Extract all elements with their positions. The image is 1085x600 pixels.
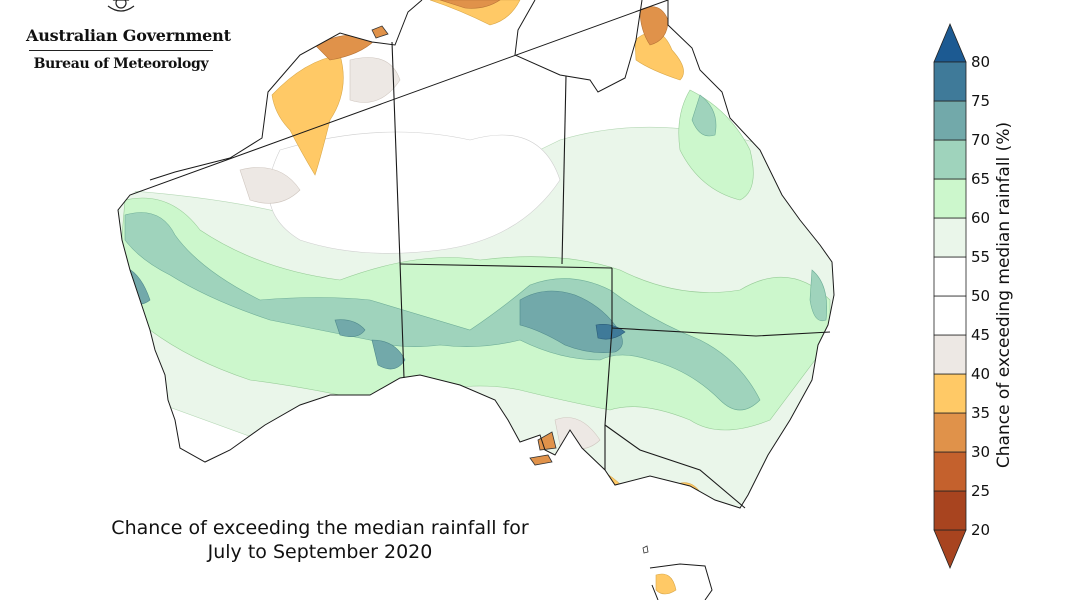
map-title-line1: Chance of exceeding the median rainfall …: [111, 517, 529, 539]
legend-tick-label: 30: [971, 443, 990, 461]
legend-bin: [933, 139, 967, 180]
legend-tick-label: 60: [971, 209, 990, 227]
australian-government-label: Australian Government: [26, 26, 231, 45]
legend-bin: [933, 256, 967, 297]
legend-bin: [933, 178, 967, 219]
border-wa: [391, 41, 405, 379]
map-fill-layer: [118, 0, 834, 600]
zone-45-55-north: [268, 131, 561, 254]
border-qld-nsw: [611, 327, 831, 337]
zone-35-40-kimberley: [271, 54, 344, 176]
commonwealth-coat-of-arms-icon: [107, 0, 135, 12]
legend-bin: [933, 490, 967, 531]
legend-bin: [933, 412, 967, 453]
zone-40-45-kimberley: [239, 167, 301, 204]
zone-35-40-topend: [429, 0, 521, 26]
legend-bin: [933, 373, 967, 414]
legend-tick-label: 40: [971, 365, 990, 383]
legend-tick-label: 80: [971, 53, 990, 71]
legend-bin-above: [933, 22, 967, 63]
legend-colorbar: 20 25 30 35 40 45 50 55 60 65 70 75 80: [933, 22, 990, 570]
zone-30-35-capeyork: [639, 6, 669, 46]
map-title-line2: July to September 2020: [207, 541, 433, 563]
bass-strait-island: [642, 545, 649, 554]
zone-35-40-tas: [655, 573, 677, 595]
legend-tick-label: 20: [971, 521, 990, 539]
legend-bin: [933, 295, 967, 336]
bureau-of-meteorology-label: Bureau of Meteorology: [33, 56, 209, 72]
border-nt-qld: [561, 75, 567, 265]
legend-tick-label: 35: [971, 404, 990, 422]
tasmania-coastline: [649, 563, 713, 600]
zone-60-65: [119, 197, 831, 431]
legend-tick-label: 65: [971, 170, 990, 188]
legend-bin: [933, 100, 967, 141]
state-borders: [391, 41, 831, 509]
legend-title: Chance of exceeding median rainfall (%): [994, 121, 1014, 469]
legend-tick-label: 45: [971, 326, 990, 344]
legend-tick-label: 50: [971, 287, 990, 305]
logo-divider: [29, 50, 213, 51]
zone-70-75-west: [334, 319, 366, 337]
legend-bin: [933, 334, 967, 375]
spencer-gulf-land: [537, 431, 557, 451]
legend-bin-below: [933, 529, 967, 570]
legend-tick-label: 25: [971, 482, 990, 500]
border-nsw-vic: [604, 424, 746, 509]
legend-bin: [933, 61, 967, 102]
legend-tick-label: 55: [971, 248, 990, 266]
legend-tick-label: 75: [971, 92, 990, 110]
mainland-coastline: [117, 0, 835, 509]
legend-bin: [933, 217, 967, 258]
border-nt-sa: [399, 263, 613, 269]
zone-30-35-topend: [439, 0, 501, 9]
melville-island: [371, 25, 389, 39]
legend-bin: [933, 451, 967, 492]
zone-65-70-coast: [809, 269, 827, 322]
zone-65-70-east: [691, 94, 717, 137]
zone-70-75-west2: [371, 339, 406, 370]
kangaroo-island: [529, 454, 553, 466]
border-sa-nsw: [604, 268, 613, 470]
zone-30-35-vic: [604, 499, 636, 520]
legend-tick-label: 70: [971, 131, 990, 149]
bom-logo: Australian Government Bureau of Meteorol…: [26, 0, 231, 80]
map-title: Chance of exceeding the median rainfall …: [60, 516, 580, 564]
zone-40-45-north: [349, 57, 401, 103]
zone-70-75: [519, 290, 623, 353]
